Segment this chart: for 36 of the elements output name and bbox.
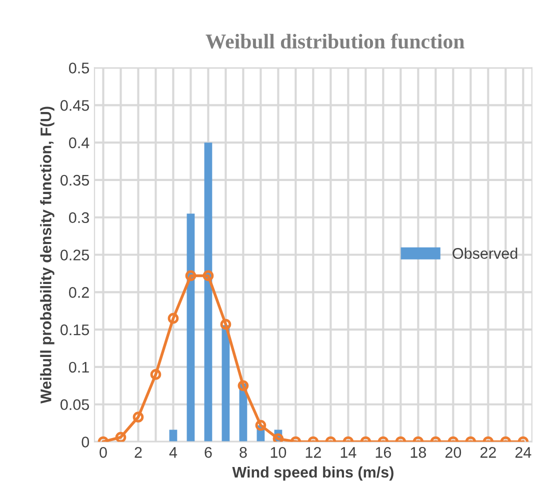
y-tick-label: 0 [82,436,90,448]
x-tick-label: 8 [240,447,247,458]
y-tick-label: 0.45 [60,100,89,111]
y-tick-label: 0.15 [60,324,89,336]
y-tick-label: 0.25 [60,250,89,260]
x-tick-label: 24 [515,447,532,458]
point [272,433,284,442]
x-tick-label: 4 [169,447,178,458]
y-tick-label: 0.4 [69,137,90,148]
legend-label: Observed [452,248,518,259]
y-tick-label: 0.3 [69,212,89,224]
y-tick-label: 0.2 [69,287,89,298]
x-tick-label: 12 [306,447,321,458]
point [150,369,162,380]
x-tick-label: 14 [340,447,356,458]
bar [204,142,212,442]
x-tick-label: 22 [480,447,496,458]
x-tick-label: 16 [376,447,392,458]
y-axis-title: Weibull probability density function, F(U) [40,106,54,404]
x-tick-label: 2 [134,447,142,458]
y-tick-label: 0.05 [60,399,89,410]
y-tick-label: 0.5 [69,62,89,74]
x-tick-label: 0 [100,447,107,458]
x-tick-label: 10 [270,447,286,458]
bar [186,214,195,442]
x-tick-label: 18 [410,447,426,458]
chart-title: Weibull distribution function [206,34,464,49]
point [185,270,196,282]
point [220,318,232,330]
y-tick-label: 0.1 [69,362,89,373]
y-tick-label: 0.35 [60,174,89,186]
x-axis-title: Wind speed bins (m/s) [232,466,394,481]
x-tick-label: 6 [204,447,212,458]
point [202,270,214,282]
point [168,312,179,324]
x-tick-label: 20 [445,447,462,458]
